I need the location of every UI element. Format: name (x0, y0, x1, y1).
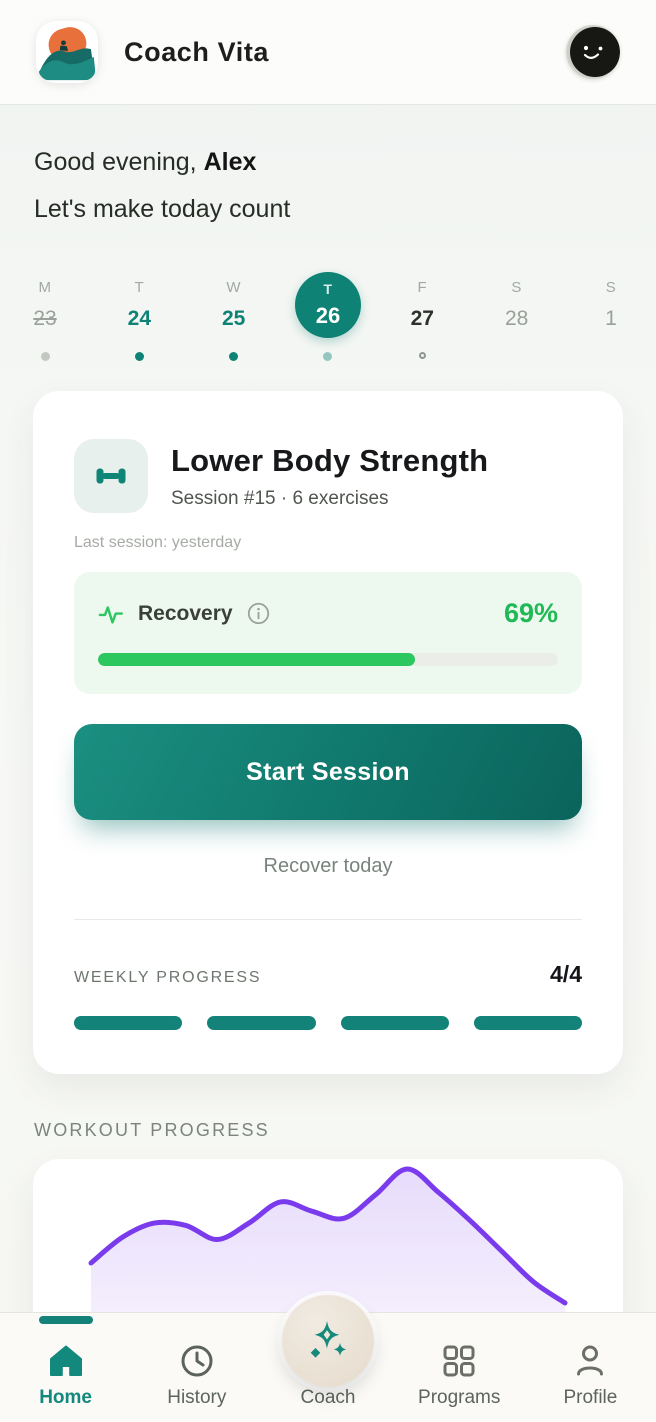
recovery-progress-track (98, 653, 558, 666)
greeting-line: Good evening, Alex (34, 148, 257, 176)
session-title: Lower Body Strength (171, 442, 489, 478)
day-status-dot (134, 352, 144, 361)
app-header: Coach Vita (0, 0, 656, 105)
user-icon (572, 1342, 608, 1380)
session-card: Lower Body Strength Session #15 · 6 exer… (33, 391, 623, 1074)
calendar-day-24[interactable]: T 24 (106, 272, 172, 361)
recover-today-link[interactable]: Recover today (263, 855, 393, 877)
nav-item-home[interactable]: Home (0, 1313, 131, 1422)
greeting-block: Good evening, Alex Let's make today coun… (0, 105, 656, 224)
home-icon (48, 1342, 84, 1380)
weekly-progress-segment (473, 1016, 582, 1030)
coach-fab-button[interactable] (282, 1295, 374, 1387)
session-card-header: Lower Body Strength Session #15 · 6 exer… (74, 439, 582, 513)
nav-item-history[interactable]: History (131, 1313, 262, 1422)
day-status-dot (418, 352, 426, 359)
overall-load-line (88, 1166, 568, 1306)
nav-label-profile: Profile (563, 1387, 618, 1408)
avatar[interactable] (566, 25, 620, 79)
info-icon[interactable] (247, 602, 270, 625)
active-tab-indicator (38, 1316, 93, 1324)
dumbbell-icon (74, 439, 148, 513)
day-status-dot (229, 352, 239, 361)
greeting-subtitle: Let's make today count (34, 195, 291, 223)
day-status-dot (40, 352, 50, 361)
card-divider (74, 919, 582, 920)
app-logo (36, 21, 98, 83)
start-session-button[interactable]: Start Session (74, 724, 582, 820)
smiley-avatar-icon (567, 26, 620, 78)
logo-mountain-icon (38, 27, 96, 81)
calendar-day-28[interactable]: S 28 (504, 279, 529, 330)
pulse-icon (98, 605, 124, 624)
day-status-dot (323, 352, 333, 361)
nav-item-coach[interactable]: Coach (262, 1295, 393, 1422)
nav-label-coach: Coach (300, 1387, 356, 1408)
weekly-progress-value: 4/4 (550, 961, 582, 987)
clock-icon (179, 1342, 215, 1380)
last-session-text: Last session: yesterday (74, 534, 242, 551)
recovery-value: 69% (503, 598, 558, 628)
weekly-progress-segment (207, 1016, 316, 1030)
nav-label-home: Home (39, 1387, 92, 1408)
workout-progress-heading: WORKOUT PROGRESS (34, 1120, 270, 1140)
calendar-day-25[interactable]: W 25 (201, 272, 267, 361)
nav-item-programs[interactable]: Programs (394, 1313, 525, 1422)
weekly-progress-label: WEEKLY PROGRESS (74, 969, 262, 986)
weekly-progress-segment (74, 1016, 183, 1030)
app-title: Coach Vita (124, 36, 270, 67)
calendar-day-27[interactable]: F 27 (389, 272, 455, 361)
bottom-navigation: Home History Coach (0, 1295, 656, 1422)
calendar-day-23[interactable]: M 23 (12, 272, 78, 361)
sparkles-icon (310, 1321, 347, 1358)
nav-item-profile[interactable]: Profile (525, 1313, 656, 1422)
nav-label-history: History (167, 1387, 227, 1408)
calendar-day-26-selected[interactable]: T 26 (294, 272, 361, 361)
session-subtitle: Session #15 · 6 exercises (171, 487, 389, 509)
grid-icon (441, 1342, 477, 1380)
weekly-progress-segment (340, 1016, 449, 1030)
recovery-panel: Recovery 69% (74, 572, 582, 694)
recovery-label: Recovery (138, 601, 233, 625)
recovery-bar-fill (98, 653, 416, 666)
nav-label-programs: Programs (418, 1387, 501, 1408)
weekly-progress-segments (74, 1016, 582, 1030)
user-name: Alex (203, 148, 257, 176)
